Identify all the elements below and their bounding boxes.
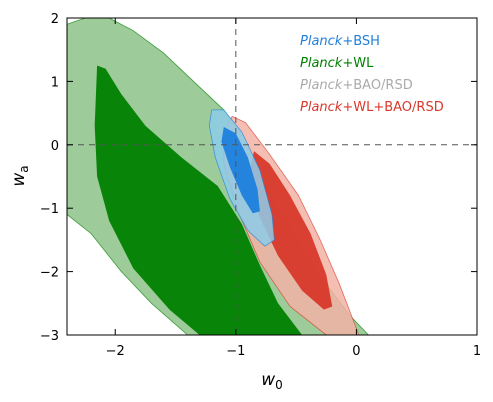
legend-entry: Planck+BAO/RSD bbox=[300, 78, 413, 93]
contour-68-series-1 bbox=[247, 151, 333, 310]
y-axis: −3 −2 −1 0 1 2 bbox=[40, 12, 477, 344]
legend-entry: Planck+WL+BAO/RSD bbox=[300, 100, 444, 115]
y-tick-label: 1 bbox=[51, 75, 59, 90]
x-tick-label: 0 bbox=[352, 344, 360, 359]
plot-frame bbox=[66, 17, 478, 336]
legend-entry: Planck+WL bbox=[300, 56, 374, 71]
contour-68-series-0 bbox=[94, 65, 303, 335]
legend: Planck+BSH Planck+WL Planck+BAO/RSD Planck+… bbox=[300, 34, 444, 115]
x-tick-label: −1 bbox=[226, 344, 245, 359]
contour-layer bbox=[67, 18, 370, 335]
legend-entry: Planck+BSH bbox=[300, 34, 380, 49]
y-tick-label: −1 bbox=[40, 202, 59, 217]
x-tick-label: 1 bbox=[473, 344, 481, 359]
x-tick-label: −2 bbox=[106, 344, 125, 359]
reference-lines bbox=[67, 18, 477, 335]
y-tick-label: 2 bbox=[51, 12, 59, 27]
y-tick-label: −3 bbox=[40, 329, 59, 344]
x-axis-label: w0 bbox=[261, 370, 283, 392]
y-tick-label: −2 bbox=[40, 266, 59, 281]
x-axis: −2 −1 0 1 bbox=[106, 18, 481, 359]
y-tick-label: 0 bbox=[51, 139, 59, 154]
y-axis-label: wa bbox=[9, 165, 31, 186]
contour-68-series-2 bbox=[221, 127, 260, 214]
